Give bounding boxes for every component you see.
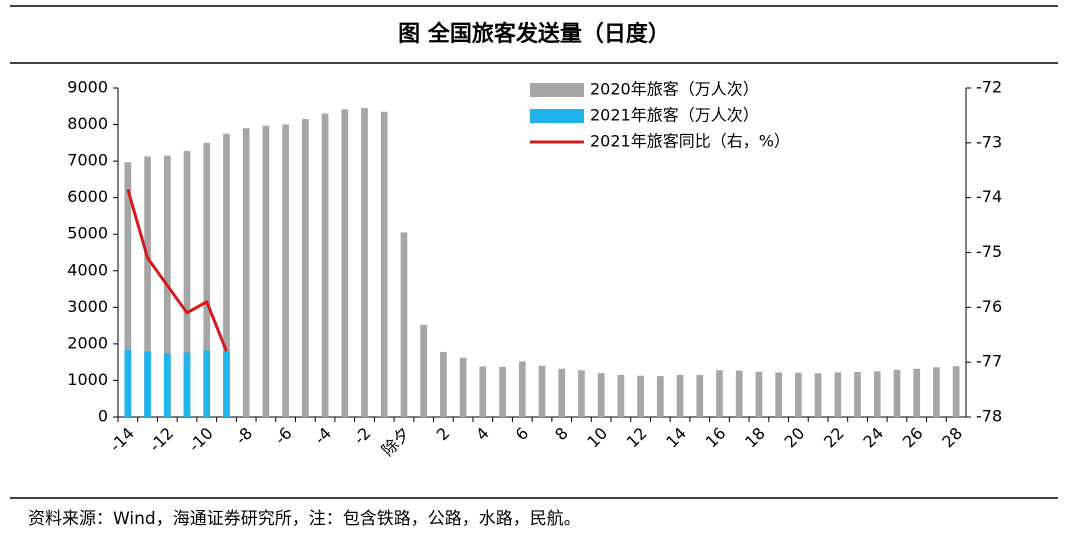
x-tick-label: 10 [583,424,611,452]
x-tick-label: -2 [350,424,375,449]
bar [420,324,428,417]
x-tick-label: 除夕 [378,424,414,460]
y-tick-label: 6000 [67,187,108,206]
bar [656,376,664,417]
bar [795,372,802,417]
bar [321,113,329,417]
chart-title: 图 全国旅客发送量（日度） [398,21,670,47]
bar [223,351,230,417]
x-tick-label: 6 [512,424,533,445]
bar [637,375,644,417]
bar [301,119,309,418]
y2-tick-label: -76 [976,297,1002,316]
bar [440,351,447,417]
bar [755,371,763,417]
bar [183,150,191,417]
bar [459,357,467,417]
bar [558,368,566,417]
legend-swatch [530,83,584,97]
bar [676,374,684,417]
bar [341,109,349,418]
bar [775,372,783,417]
source: 资料来源：Wind，海通证券研究所，注：包含铁路，公路，水路，民航。 [28,509,581,529]
x-tick-label: 14 [662,424,690,452]
legend-label: 2021年旅客（万人次） [590,106,759,125]
x-tick-label: 16 [702,424,730,452]
x-tick-label: 20 [781,424,809,452]
bar [499,366,506,417]
bar [873,371,881,417]
bar [144,156,151,417]
bar [361,108,368,417]
y2-tick-label: -72 [976,78,1002,97]
bar [933,367,940,417]
bar [242,128,250,417]
bar [893,369,901,417]
bar [163,353,171,417]
x-tick-label: 26 [899,424,927,452]
bar [952,366,960,417]
y-tick-label: 5000 [67,224,108,243]
bar [203,142,211,418]
bar [518,361,526,417]
y-tick-label: 8000 [67,114,108,133]
x-tick-label: 2 [433,424,454,445]
bar [183,352,191,417]
bar [834,372,842,417]
bar [262,125,270,417]
legend-label: 2021年旅客同比（右，%） [590,132,790,151]
x-tick-label: 22 [820,424,848,452]
y-tick-label: 2000 [67,333,108,352]
bar [913,368,921,417]
y2-tick-label: -75 [976,242,1002,261]
y-tick-label: 1000 [67,370,108,389]
x-tick-label: -10 [185,424,217,456]
bar [282,124,289,418]
y-tick-label: 9000 [67,78,108,97]
x-tick-label: -12 [145,424,177,456]
x-tick-label: 18 [741,424,769,452]
x-tick-label: 8 [551,424,572,445]
bar [578,370,585,417]
x-tick-label: 12 [623,424,651,452]
bar [538,365,546,417]
y-tick-label: 3000 [67,297,108,316]
bar [144,351,151,417]
bar [617,374,625,417]
bar [124,162,132,417]
bar [380,111,388,417]
bar [854,372,861,417]
bar [400,232,408,417]
x-tick-label: 28 [938,424,966,452]
y-tick-label: 4000 [67,260,108,279]
bar [479,366,487,417]
x-tick-label: -4 [310,424,335,449]
bar [597,373,605,417]
x-tick-label: -14 [106,424,138,456]
y2-tick-label: -78 [976,407,1002,426]
bar [203,350,211,417]
bar [814,373,822,417]
y2-tick-label: -73 [976,132,1002,151]
bar [735,370,743,417]
y2-tick-label: -77 [976,352,1002,371]
x-tick-label: -6 [271,424,296,449]
bar [223,133,230,417]
y-tick-label: 0 [98,407,108,426]
line [126,189,228,352]
bar [124,350,132,417]
legend-label: 2020年旅客（万人次） [590,80,759,99]
bar [696,374,704,417]
y-tick-label: 7000 [67,151,108,170]
bar [716,370,723,417]
x-tick-label: 24 [859,424,887,452]
legend-swatch [530,109,584,123]
y2-tick-label: -74 [976,187,1002,206]
x-tick-label: 4 [472,424,493,445]
x-tick-label: -8 [231,424,256,449]
